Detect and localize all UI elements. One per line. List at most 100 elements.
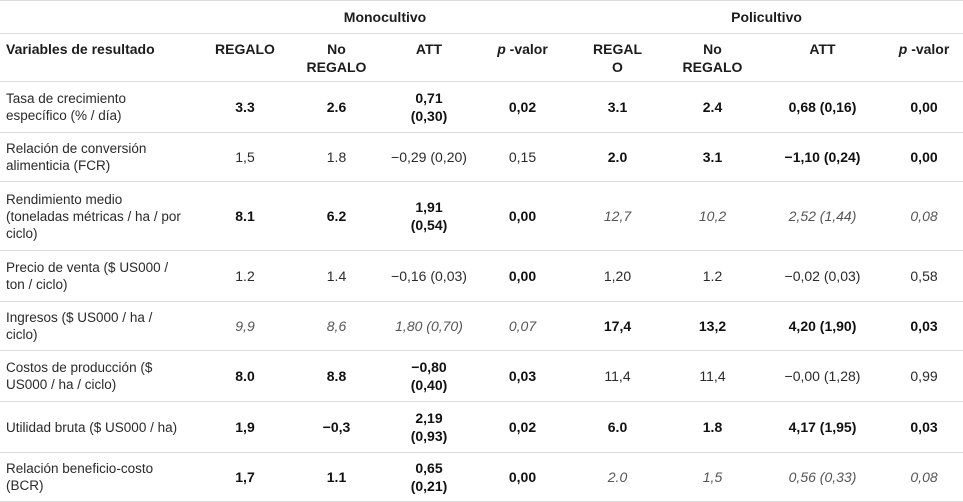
table-row: Relación de conversión alimenticia (FCR)… — [0, 132, 963, 182]
cell-value: 1.1 — [326, 469, 347, 485]
table-cell: 0,65 (0,21) — [383, 452, 475, 502]
table-cell: 1,91 (0,54) — [383, 181, 475, 251]
cell-value: −0,29 (0,20) — [391, 149, 467, 165]
table-cell: 0,00 — [885, 132, 963, 182]
table-cell: −0,16 (0,03) — [383, 250, 475, 302]
table-cell: 10,2 — [665, 181, 760, 251]
cell-value: −0,02 (0,03) — [784, 268, 861, 284]
table-cell: 1.2 — [665, 250, 760, 302]
table-cell: 1.1 — [290, 452, 383, 502]
table-cell: 3.1 — [665, 132, 760, 182]
table-cell: 2,52 (1,44) — [760, 181, 885, 251]
table-header: Monocultivo Policultivo Variables de res… — [0, 0, 963, 82]
cell-value: 1,80 (0,70) — [395, 318, 463, 334]
cell-value: 2.6 — [326, 99, 347, 115]
table-cell: 2.0 — [570, 452, 665, 502]
table-cell: 0,00 — [885, 81, 963, 133]
cell-value: 2,19 (0,93) — [410, 410, 448, 444]
column-header-mono-regalo: REGALO — [200, 33, 290, 82]
cell-value: 13,2 — [698, 318, 727, 334]
cell-value: 0,99 — [910, 368, 938, 384]
table-cell: 0,15 — [475, 132, 570, 182]
table-cell: 8,6 — [290, 301, 383, 351]
column-header-row: Variables de resultado REGALO No REGALO … — [0, 33, 963, 82]
cell-value: 0,02 — [508, 99, 537, 115]
cell-value: −0,3 — [322, 419, 351, 435]
cell-value: 0,68 (0,16) — [788, 99, 857, 115]
table-row: Utilidad bruta ($ US000 / ha) 1,9 −0,3 2,19… — [0, 401, 963, 453]
table-cell: 0,00 — [475, 181, 570, 251]
cell-value: 0,58 — [910, 268, 938, 284]
column-header-poli-regalo-text: REGALO — [593, 41, 642, 75]
cell-value: 1,91 (0,54) — [410, 199, 448, 233]
row-label: Tasa de crecimiento específico (% / día) — [0, 81, 200, 133]
column-header-mono-no-regalo: No REGALO — [290, 33, 383, 82]
table-cell: 1.8 — [665, 401, 760, 453]
cell-value: 8.8 — [326, 368, 347, 384]
table-row: Tasa de crecimiento específico (% / día)… — [0, 81, 963, 133]
cell-value: 0,02 — [508, 419, 537, 435]
cell-value: 2.4 — [702, 99, 723, 115]
cell-value: 0,07 — [508, 318, 537, 334]
cell-value: 0,00 — [910, 149, 938, 165]
row-label: Precio de venta ($ US000 / ton / ciclo) — [0, 250, 200, 302]
table-cell: 1,80 (0,70) — [383, 301, 475, 351]
p-symbol: p — [898, 41, 908, 57]
column-header-poli-regalo: REGALO — [570, 33, 665, 82]
cell-value: 8.0 — [235, 368, 255, 384]
table-cell: 13,2 — [665, 301, 760, 351]
table-cell: 6.0 — [570, 401, 665, 453]
table-cell: 8.1 — [200, 181, 290, 251]
table-cell: −0,29 (0,20) — [383, 132, 475, 182]
cell-value: 2.0 — [607, 149, 628, 165]
cell-value: 3.3 — [235, 99, 255, 115]
row-label: Relación beneficio-costo (BCR) — [0, 452, 200, 502]
table-cell: 1,7 — [200, 452, 290, 502]
cell-value: 0,08 — [910, 469, 938, 485]
cell-value: −0,16 (0,03) — [391, 268, 467, 284]
table-cell: 0,58 — [885, 250, 963, 302]
table-cell: 0,07 — [475, 301, 570, 351]
table-cell: 1.2 — [200, 250, 290, 302]
table-cell: 6.2 — [290, 181, 383, 251]
group-header-empty — [0, 0, 200, 34]
table-cell: 4,20 (1,90) — [760, 301, 885, 351]
cell-value: 2,52 (1,44) — [788, 208, 857, 224]
cell-value: 9,9 — [235, 318, 255, 334]
cell-value: 2.0 — [607, 469, 628, 485]
cell-value: 1.8 — [702, 419, 723, 435]
cell-value: 3.1 — [607, 99, 628, 115]
table-cell: 2.6 — [290, 81, 383, 133]
table-cell: 1,5 — [200, 132, 290, 182]
table-cell: 2.4 — [665, 81, 760, 133]
table-cell: 1,9 — [200, 401, 290, 453]
cell-value: −1,10 (0,24) — [784, 149, 861, 165]
table-row: Precio de venta ($ US000 / ton / ciclo) 1… — [0, 250, 963, 302]
cell-value: 1,5 — [235, 149, 255, 165]
cell-value: 4,17 (1,95) — [788, 419, 857, 435]
table-row: Ingresos ($ US000 / ha / ciclo) 9,9 8,6 1,8… — [0, 301, 963, 351]
table-cell: 1.4 — [290, 250, 383, 302]
table-cell: 0,02 — [475, 81, 570, 133]
row-label: Rendimiento medio (toneladas métricas / … — [0, 181, 200, 251]
table-row: Relación beneficio-costo (BCR) 1,7 1.1 0,65… — [0, 452, 963, 502]
cell-value: 1.2 — [235, 268, 255, 284]
table-cell: −1,10 (0,24) — [760, 132, 885, 182]
cell-value: 0,00 — [508, 469, 537, 485]
column-header-poli-no-regalo-text: No REGALO — [682, 41, 743, 75]
cell-value: 4,20 (1,90) — [788, 318, 857, 334]
table-cell: 1,20 — [570, 250, 665, 302]
cell-value: 1,7 — [235, 469, 255, 485]
table-cell: 0,02 — [475, 401, 570, 453]
cell-value: 1,20 — [603, 268, 632, 284]
cell-value: 6.0 — [607, 419, 628, 435]
group-header-policultivo: Policultivo — [570, 0, 963, 34]
column-header-poli-att: ATT — [760, 33, 885, 82]
table-cell: 4,17 (1,95) — [760, 401, 885, 453]
table-cell: 1.8 — [290, 132, 383, 182]
row-label: Utilidad bruta ($ US000 / ha) — [0, 401, 200, 453]
table-cell: 0,08 — [885, 181, 963, 251]
cell-value: −0,00 (1,28) — [784, 368, 861, 384]
table-cell: 8.0 — [200, 350, 290, 402]
